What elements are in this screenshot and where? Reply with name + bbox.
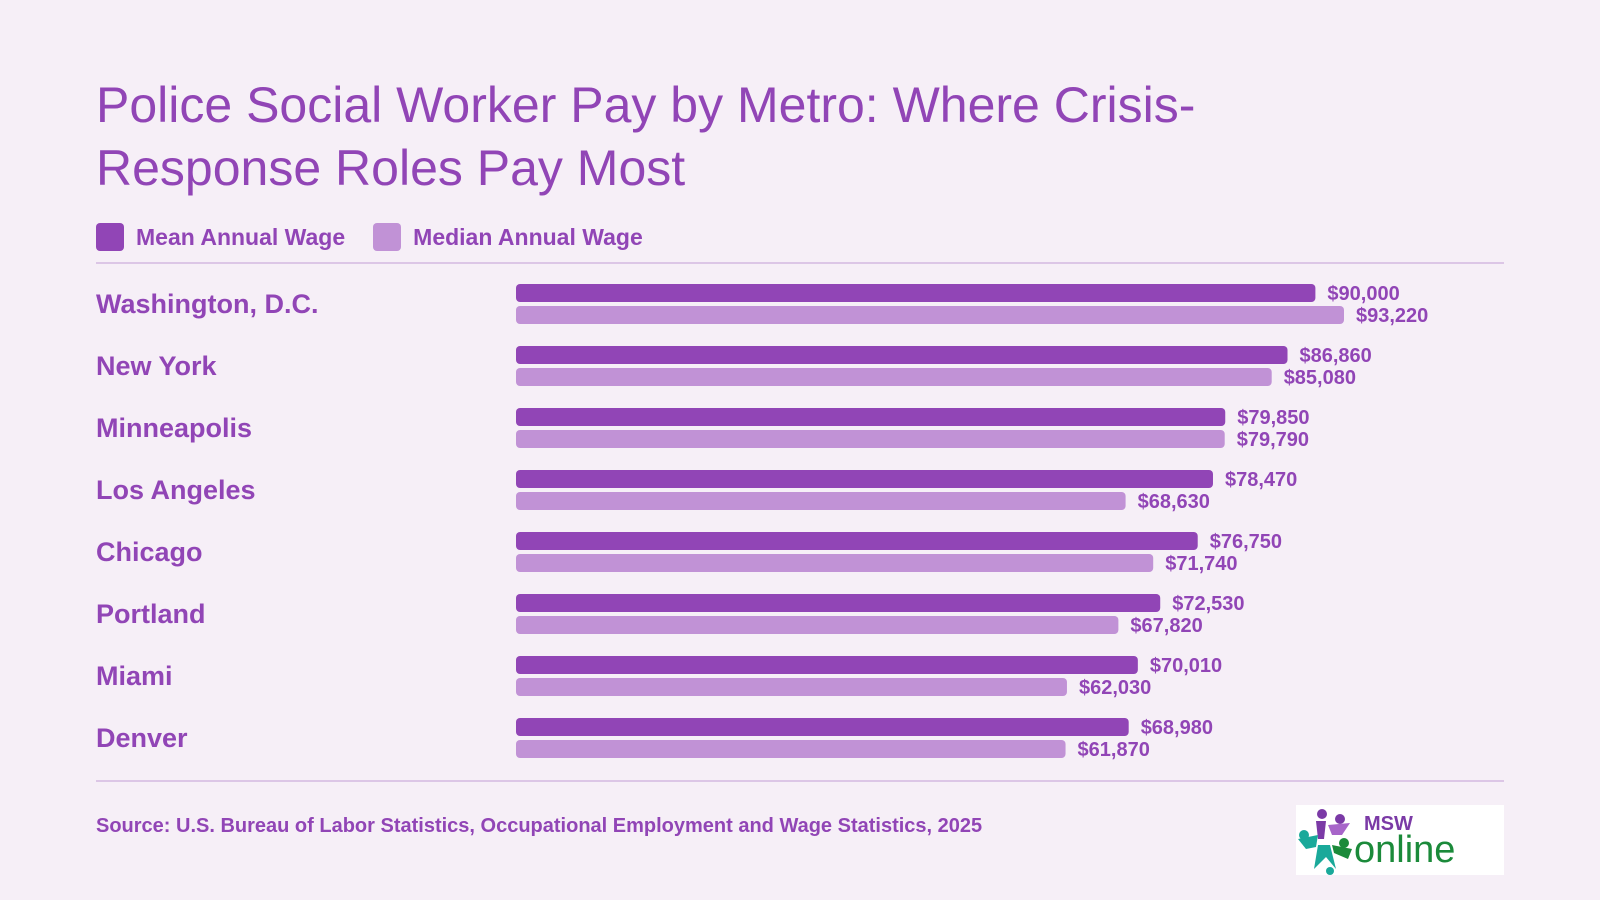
chart-title: Police Social Worker Pay by Metro: Where… [96,77,1196,196]
bar-mean [516,718,1129,736]
data-label-median: $62,030 [1079,677,1151,699]
data-label-mean: $76,750 [1210,531,1282,553]
legend-item-median: Median Annual Wage [373,223,643,251]
category-label: Denver [96,723,188,753]
legend-label-median: Median Annual Wage [413,223,643,250]
data-label-median: $93,220 [1356,305,1428,327]
msw-online-logo-graphic: MSW online [1298,809,1455,875]
bar-chart: Washington, D.C. $90,000$93,220 New York $8… [96,283,1428,761]
bar-median [516,306,1344,324]
category-label: Washington, D.C. [96,289,318,319]
legend-swatch-median [373,223,402,251]
data-label-mean: $79,850 [1237,407,1309,429]
category-label: Los Angeles [96,475,256,505]
source-note: Source: U.S. Bureau of Labor Statistics,… [96,815,983,837]
data-label-median: $67,820 [1130,615,1202,637]
bar-median [516,616,1119,634]
bar-median [516,368,1272,386]
logo-msw-text: MSW [1364,813,1413,835]
data-label-median: $71,740 [1165,553,1237,575]
bar-median [516,740,1066,758]
legend-swatch-mean [96,223,124,251]
bar-median [516,678,1067,696]
bar-mean [516,346,1288,364]
bar-median [516,430,1225,448]
data-label-median: $85,080 [1284,367,1356,389]
data-label-median: $68,630 [1138,491,1210,513]
bar-median [516,492,1126,510]
legend-label-mean: Mean Annual Wage [136,223,346,250]
bar-mean [516,470,1213,488]
data-label-mean: $86,860 [1300,345,1372,367]
msw-online-logo: MSW online [1296,805,1504,875]
data-label-median: $79,790 [1237,429,1309,451]
bar-mean [516,284,1316,302]
data-label-mean: $70,010 [1150,655,1222,677]
bar-mean [516,656,1138,674]
chart-legend: Mean Annual Wage Median Annual Wage [96,222,671,252]
category-label: Miami [96,661,173,691]
category-label: Minneapolis [96,413,252,443]
bar-mean [516,532,1198,550]
logo-online-text: online [1354,829,1455,871]
legend-item-mean: Mean Annual Wage [96,223,345,251]
bottom-divider [96,780,1504,782]
star-people-icon [1298,809,1352,875]
category-label: Portland [96,599,206,629]
data-label-mean: $78,470 [1225,469,1297,491]
top-divider [96,262,1504,264]
data-label-mean: $68,980 [1141,717,1213,739]
data-label-mean: $90,000 [1327,283,1399,305]
bar-median [516,554,1154,572]
category-label: New York [96,351,218,381]
data-label-median: $61,870 [1078,739,1150,761]
data-label-mean: $72,530 [1172,593,1244,615]
bar-mean [516,594,1161,612]
bar-mean [516,408,1226,426]
category-label: Chicago [96,537,203,567]
